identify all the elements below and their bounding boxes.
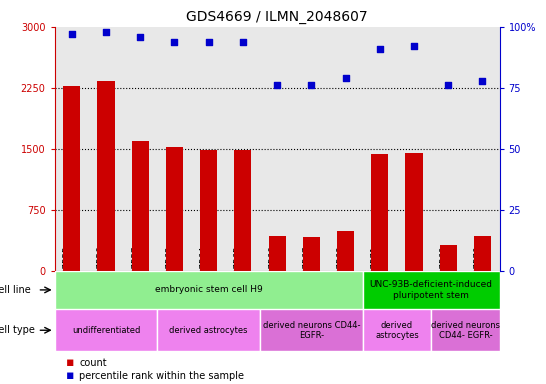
Text: count: count: [79, 358, 107, 368]
Bar: [234, 151, 251, 271]
Bar: [166, 147, 183, 271]
Text: percentile rank within the sample: percentile rank within the sample: [79, 371, 244, 381]
Bar: [474, 236, 491, 271]
Point: [307, 82, 316, 88]
Bar: [431, 309, 500, 351]
Point: [136, 33, 145, 40]
Bar: [371, 154, 388, 271]
Bar: [303, 237, 320, 271]
Bar: [55, 271, 363, 309]
Bar: [363, 309, 431, 351]
Point: [102, 29, 110, 35]
Bar: [269, 236, 286, 271]
Point: [67, 31, 76, 37]
Point: [478, 78, 487, 84]
Text: ▪: ▪: [66, 369, 74, 382]
Bar: [55, 309, 157, 351]
Bar: [63, 86, 80, 271]
Point: [444, 82, 453, 88]
Text: ▪: ▪: [66, 356, 74, 369]
Text: cell type: cell type: [0, 325, 35, 335]
Text: derived
astrocytes: derived astrocytes: [375, 321, 419, 340]
Text: embryonic stem cell H9: embryonic stem cell H9: [155, 285, 263, 295]
Point: [204, 38, 213, 45]
Text: cell line: cell line: [0, 285, 31, 295]
Text: derived neurons
CD44- EGFR-: derived neurons CD44- EGFR-: [431, 321, 500, 340]
Bar: [97, 81, 115, 271]
Bar: [260, 309, 363, 351]
Point: [410, 43, 418, 50]
Title: GDS4669 / ILMN_2048607: GDS4669 / ILMN_2048607: [186, 10, 368, 25]
Bar: [132, 141, 149, 271]
Point: [170, 38, 179, 45]
Point: [376, 46, 384, 52]
Point: [273, 82, 282, 88]
Text: undifferentiated: undifferentiated: [72, 326, 140, 335]
Bar: [406, 153, 423, 271]
Bar: [337, 231, 354, 271]
Bar: [440, 245, 457, 271]
Text: derived astrocytes: derived astrocytes: [169, 326, 248, 335]
Bar: [157, 309, 260, 351]
Point: [341, 75, 350, 81]
Text: UNC-93B-deficient-induced
pluripotent stem: UNC-93B-deficient-induced pluripotent st…: [370, 280, 492, 300]
Bar: [200, 150, 217, 271]
Bar: [363, 271, 500, 309]
Text: derived neurons CD44-
EGFR-: derived neurons CD44- EGFR-: [263, 321, 360, 340]
Point: [239, 38, 247, 45]
